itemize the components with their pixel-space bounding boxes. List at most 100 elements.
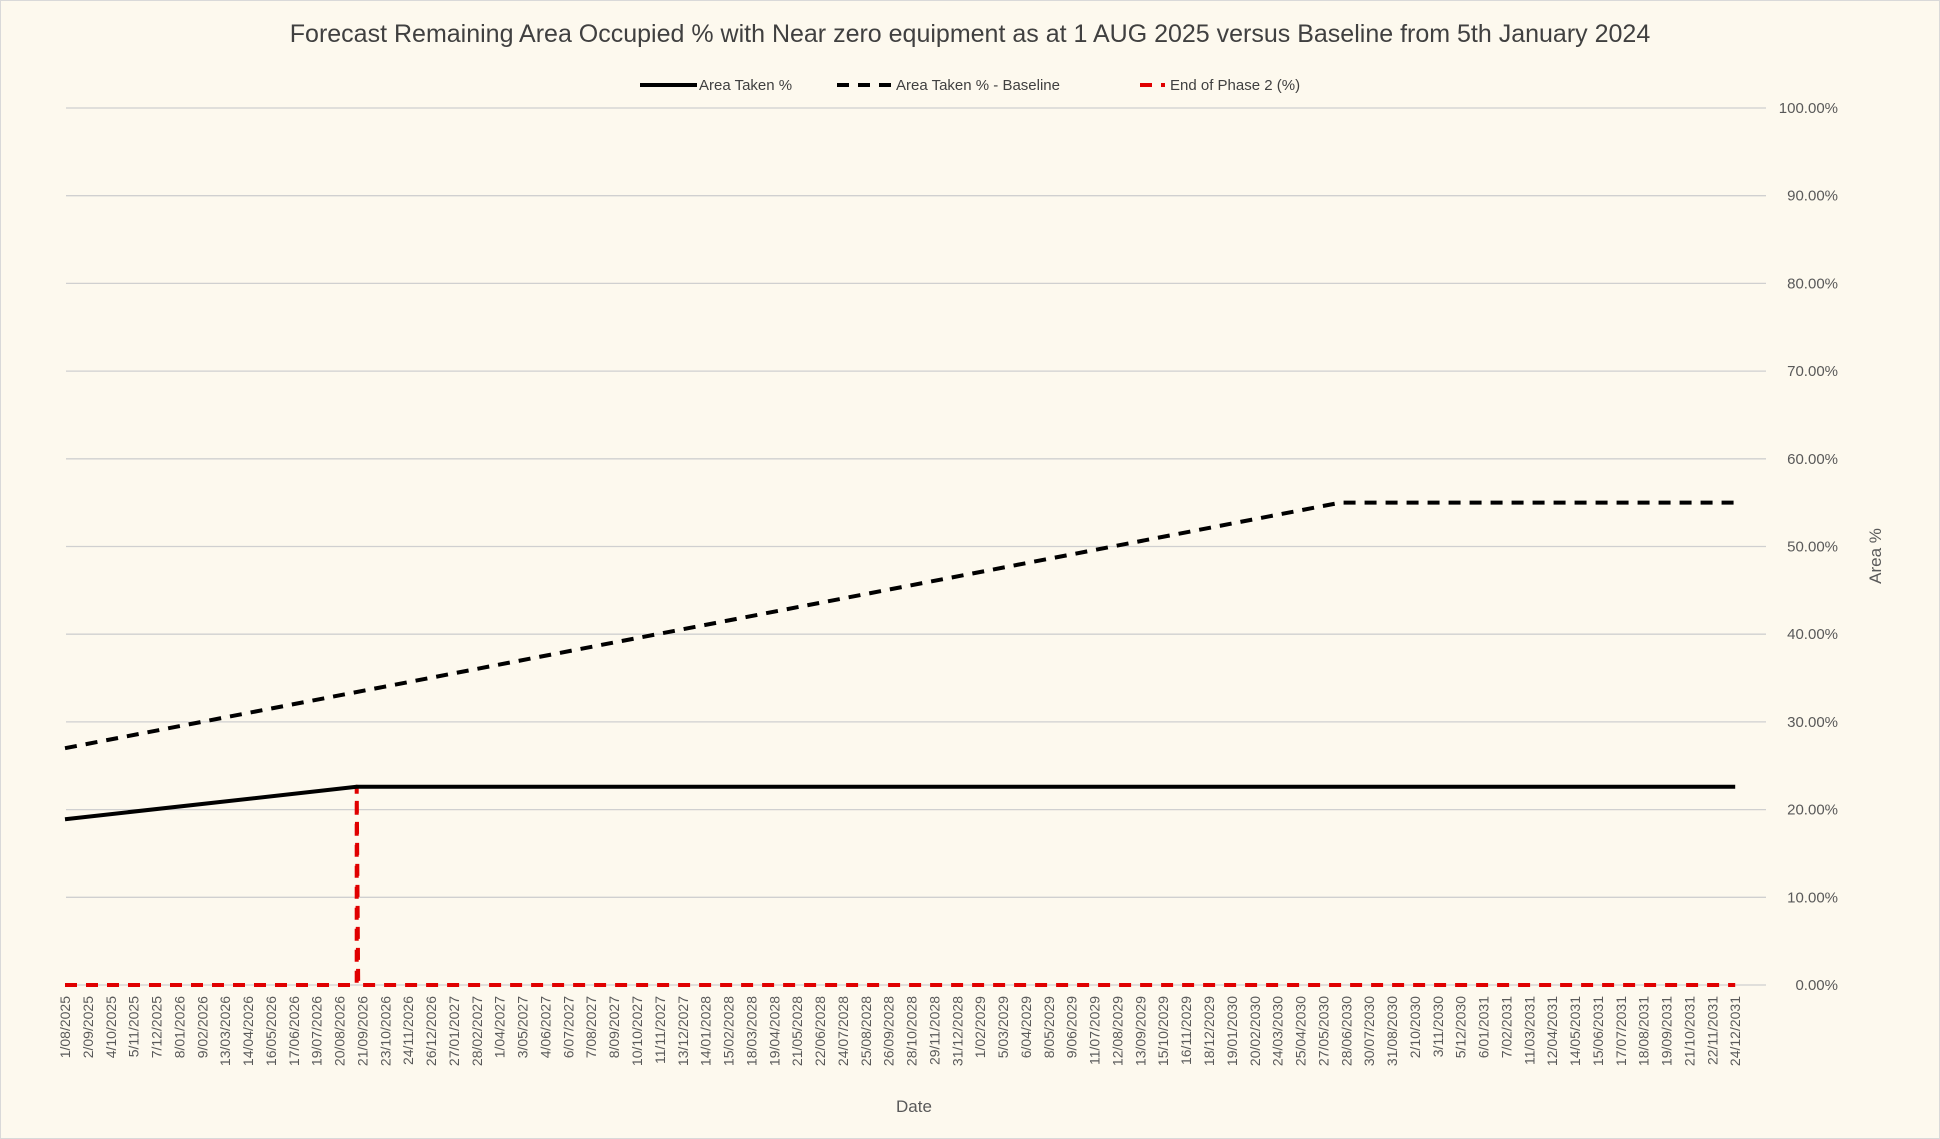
x-tick-label: 14/01/2028	[698, 996, 714, 1066]
x-tick-label: 27/01/2027	[446, 996, 462, 1066]
x-tick-label: 12/08/2029	[1109, 996, 1125, 1066]
x-tick-label: 28/02/2027	[469, 996, 485, 1066]
y-tick-label: 70.00%	[1787, 363, 1838, 380]
x-tick-label: 24/12/2031	[1727, 996, 1743, 1066]
x-tick-label: 16/05/2026	[263, 996, 279, 1066]
y-tick-label: 100.00%	[1779, 100, 1838, 117]
y-tick-label: 30.00%	[1787, 714, 1838, 731]
x-tick-label: 6/07/2027	[560, 996, 576, 1058]
x-tick-label: 30/07/2030	[1361, 996, 1377, 1066]
x-tick-label: 16/11/2029	[1178, 996, 1194, 1065]
x-tick-label: 24/11/2026	[400, 996, 416, 1065]
x-tick-label: 5/11/2025	[126, 996, 142, 1057]
x-tick-label: 7/02/2031	[1498, 996, 1514, 1058]
y-tick-label: 20.00%	[1787, 802, 1838, 819]
y-tick-label: 40.00%	[1787, 626, 1838, 643]
x-tick-label: 26/09/2028	[881, 996, 897, 1066]
x-tick-label: 22/11/2031	[1704, 996, 1720, 1065]
series-line-area-taken-baseline	[64, 500, 1736, 751]
x-tick-label: 23/10/2026	[377, 996, 393, 1066]
x-tick-label: 28/06/2030	[1338, 996, 1354, 1066]
gridlines	[66, 107, 1766, 986]
x-tick-label: 25/04/2030	[1293, 996, 1309, 1066]
x-tick-label: 10/10/2027	[629, 996, 645, 1066]
x-tick-label: 31/08/2030	[1384, 996, 1400, 1066]
x-tick-label: 24/07/2028	[835, 996, 851, 1066]
series-line-area-taken	[64, 784, 1736, 822]
series-line-end-of-phase-2	[65, 784, 1736, 987]
legend-label-area-taken: Area Taken %	[699, 77, 792, 94]
x-tick-label: 2/10/2030	[1407, 996, 1423, 1058]
x-tick-label: 19/09/2031	[1659, 996, 1675, 1066]
x-tick-label: 31/12/2028	[949, 996, 965, 1066]
x-tick-label: 11/03/2031	[1521, 996, 1537, 1065]
x-tick-label: 3/05/2027	[515, 996, 531, 1058]
y-tick-label: 90.00%	[1787, 188, 1838, 205]
x-tick-label: 6/04/2029	[1018, 996, 1034, 1058]
x-tick-label: 3/11/2030	[1430, 996, 1446, 1057]
y-tick-label: 50.00%	[1787, 539, 1838, 556]
x-tick-label: 13/03/2026	[217, 996, 233, 1066]
legend-label-area-taken-baseline: Area Taken % - Baseline	[896, 77, 1060, 94]
x-tick-label: 19/04/2028	[766, 996, 782, 1066]
x-tick-label: 14/05/2031	[1567, 996, 1583, 1066]
x-tick-label: 5/03/2029	[995, 996, 1011, 1058]
x-tick-label: 18/08/2031	[1636, 996, 1652, 1066]
x-tick-label: 18/03/2028	[743, 996, 759, 1066]
y-tick-label: 0.00%	[1795, 977, 1838, 994]
x-tick-label: 20/08/2026	[332, 996, 348, 1066]
legend: Area Taken % Area Taken % - Baseline End o…	[640, 77, 1300, 94]
x-tick-label: 21/10/2031	[1681, 996, 1697, 1066]
chart-title: Forecast Remaining Area Occupied % with …	[290, 20, 1651, 48]
x-tick-label: 8/05/2029	[1041, 996, 1057, 1058]
x-tick-label: 17/07/2031	[1613, 996, 1629, 1066]
y-tick-label: 80.00%	[1787, 275, 1838, 292]
x-tick-label: 24/03/2030	[1270, 996, 1286, 1066]
x-tick-label: 13/12/2027	[675, 996, 691, 1066]
x-tick-labels: 1/08/2025 2/09/2025 4/10/2025 5/11/2025 7/12…	[57, 996, 1743, 1066]
y-tick-label: 60.00%	[1787, 451, 1838, 468]
x-tick-label: 20/02/2030	[1247, 996, 1263, 1066]
x-tick-label: 14/04/2026	[240, 996, 256, 1066]
x-tick-label: 7/12/2025	[149, 996, 165, 1058]
x-tick-label: 9/02/2026	[194, 996, 210, 1058]
x-tick-label: 15/06/2031	[1590, 996, 1606, 1066]
x-tick-label: 8/09/2027	[606, 996, 622, 1058]
y-axis-title: Area %	[1866, 528, 1885, 584]
x-tick-label: 19/01/2030	[1224, 996, 1240, 1066]
x-tick-label: 1/04/2027	[492, 996, 508, 1058]
series-layer	[64, 500, 1736, 987]
x-tick-label: 25/08/2028	[858, 996, 874, 1066]
x-tick-label: 22/06/2028	[812, 996, 828, 1066]
x-tick-label: 26/12/2026	[423, 996, 439, 1066]
x-tick-label: 8/01/2026	[171, 996, 187, 1058]
x-tick-label: 1/02/2029	[972, 996, 988, 1058]
x-tick-label: 28/10/2028	[904, 996, 920, 1066]
legend-label-end-of-phase-2: End of Phase 2 (%)	[1170, 77, 1300, 94]
y-tick-label: 10.00%	[1787, 889, 1838, 906]
x-tick-label: 29/11/2028	[926, 996, 942, 1065]
x-tick-label: 19/07/2026	[309, 996, 325, 1066]
x-tick-label: 11/11/2027	[652, 996, 668, 1064]
x-tick-label: 11/07/2029	[1087, 996, 1103, 1065]
x-tick-label: 5/12/2030	[1453, 996, 1469, 1058]
x-tick-label: 13/09/2029	[1132, 996, 1148, 1066]
y-tick-labels: 0.00% 10.00% 20.00% 30.00% 40.00% 50.00% 60.00…	[1779, 100, 1838, 994]
x-tick-label: 27/05/2030	[1315, 996, 1331, 1066]
x-tick-label: 2/09/2025	[80, 996, 96, 1058]
x-tick-label: 18/12/2029	[1201, 996, 1217, 1066]
x-tick-label: 21/09/2026	[354, 996, 370, 1066]
x-tick-label: 1/08/2025	[57, 996, 73, 1058]
x-axis-title: Date	[896, 1097, 932, 1116]
x-tick-label: 7/08/2027	[583, 996, 599, 1058]
x-tick-label: 4/10/2025	[103, 996, 119, 1058]
x-tick-label: 6/01/2031	[1476, 996, 1492, 1058]
x-tick-label: 12/04/2031	[1544, 996, 1560, 1066]
x-tick-label: 9/06/2029	[1064, 996, 1080, 1058]
x-tick-label: 17/06/2026	[286, 996, 302, 1066]
x-tick-label: 15/02/2028	[721, 996, 737, 1066]
x-tick-label: 21/05/2028	[789, 996, 805, 1066]
x-tick-label: 15/10/2029	[1155, 996, 1171, 1066]
